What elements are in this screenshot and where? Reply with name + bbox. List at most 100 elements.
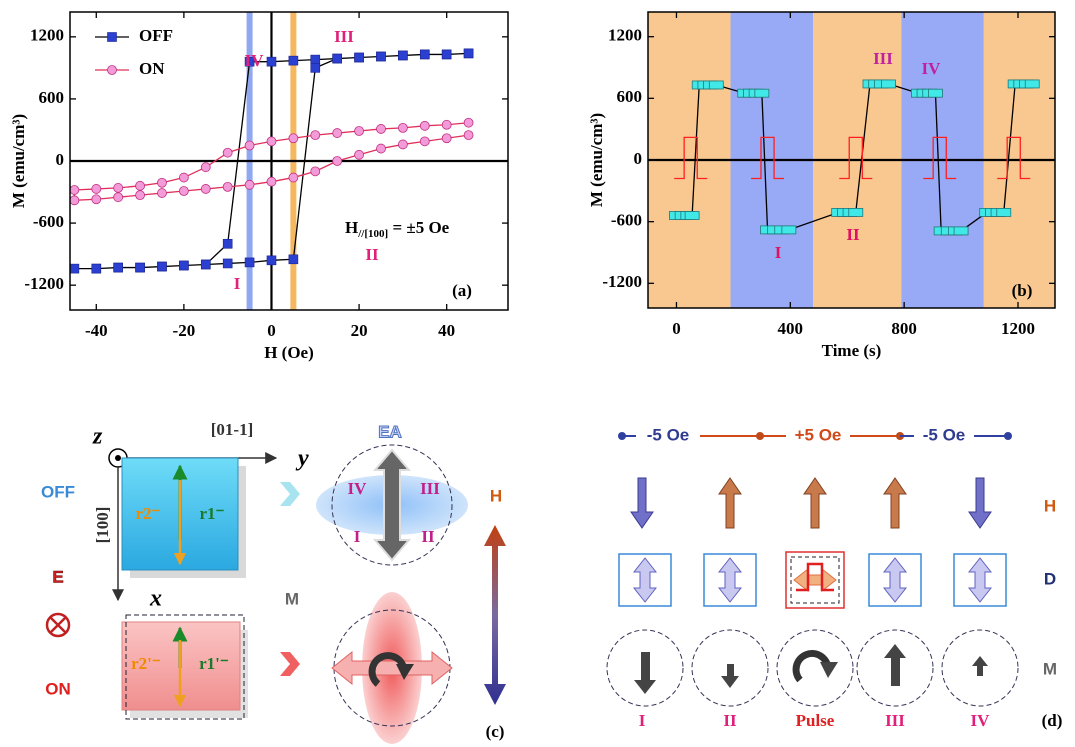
marker [92, 264, 101, 273]
marker [157, 262, 166, 271]
marker [179, 173, 188, 182]
y-tick-label: 600 [39, 88, 65, 107]
marker [114, 183, 123, 192]
marker [333, 129, 342, 138]
panel-d-shape [884, 478, 906, 528]
marker [849, 208, 863, 216]
annotation: III [334, 27, 354, 46]
annotation: II [846, 225, 860, 244]
legend-label: ON [139, 59, 165, 78]
marker [70, 185, 79, 194]
plot-area [70, 12, 508, 310]
quadrant-label: IV [348, 479, 368, 498]
marker [114, 263, 123, 272]
figure: -40-2002040-1200-60006001200H (Oe)M (emu… [0, 0, 1075, 747]
marker [201, 163, 210, 172]
panel-d: -5 Oe +5 Oe -5 Oe H D M I II Pulse III I… [607, 425, 1062, 729]
marker [398, 123, 407, 132]
marker [782, 226, 796, 234]
x-tick-label: 1200 [1001, 319, 1035, 338]
marker [179, 187, 188, 196]
step-label: II [723, 711, 737, 730]
field-step: +5 Oe [795, 425, 842, 444]
marker [201, 184, 210, 193]
marker [114, 193, 123, 202]
y-tick-label: -1200 [602, 272, 642, 291]
strain-label: r1'⁻ [199, 654, 229, 673]
marker [157, 189, 166, 198]
panel-d-shape [719, 558, 741, 602]
quadrant-label: I [354, 527, 361, 546]
marker [928, 89, 942, 97]
panel-d-shape [884, 644, 906, 686]
marker [179, 261, 188, 270]
strain-label: r1⁻ [199, 504, 224, 523]
marker [997, 208, 1011, 216]
marker [223, 148, 232, 157]
marker [376, 144, 385, 153]
axis-label: z [92, 424, 103, 450]
annotation: III [873, 49, 893, 68]
x-tick-label: 800 [891, 319, 917, 338]
panel-d-shape [969, 558, 991, 602]
annotation: IV [245, 51, 265, 70]
direction-label: [01-1] [211, 420, 253, 439]
marker [136, 263, 145, 272]
marker [289, 134, 298, 143]
legend-marker [108, 33, 117, 42]
x-tick-label: 0 [267, 321, 276, 340]
x-tick-label: -40 [85, 321, 108, 340]
marker [398, 51, 407, 60]
marker [442, 50, 451, 59]
marker [954, 227, 968, 235]
marker [223, 259, 232, 268]
legend-label: OFF [139, 26, 173, 45]
row-label: M [1043, 659, 1057, 678]
marker [376, 52, 385, 61]
marker [223, 239, 232, 248]
marker [267, 177, 276, 186]
panel-d-shape [804, 478, 826, 528]
strain-label: r2⁻ [135, 504, 160, 523]
field-symbol: H [345, 218, 358, 237]
marker [1025, 80, 1039, 88]
panel-d-shape [634, 652, 656, 694]
panel-d-shape [820, 662, 838, 678]
panel-d-shape [721, 664, 739, 688]
panel-c-shape [280, 652, 300, 676]
plot-area [648, 12, 1055, 308]
y-axis-label: M (emu/cm³) [587, 113, 606, 207]
annotation: I [234, 274, 241, 293]
field-annotation: H//[100] = ±5 Oe [345, 218, 450, 240]
marker [882, 80, 896, 88]
panel-c-shape [50, 617, 66, 633]
x-tick-label: 0 [672, 319, 681, 338]
marker [70, 264, 79, 273]
panel-label: (a) [452, 281, 472, 300]
panel-c-shape [115, 455, 121, 461]
marker [311, 167, 320, 176]
step-label: IV [971, 711, 991, 730]
panel-d-shape [794, 569, 836, 591]
marker [92, 184, 101, 193]
marker [333, 157, 342, 166]
marker [709, 81, 723, 89]
direction-label: [100] [93, 507, 112, 544]
marker [420, 50, 429, 59]
marker [70, 196, 79, 205]
step-label: I [639, 711, 646, 730]
h-label: H [490, 486, 502, 505]
marker [245, 258, 254, 267]
panel-label: (c) [486, 722, 505, 741]
marker [442, 120, 451, 129]
x-axis-label: H (Oe) [264, 343, 314, 362]
strain-label: r2'⁻ [131, 654, 161, 673]
y-tick-label: -600 [611, 211, 642, 230]
page-body: -40-2002040-1200-60006001200H (Oe)M (emu… [0, 0, 1075, 747]
panel-c-shape [484, 525, 506, 705]
y-tick-label: 1200 [30, 26, 64, 45]
easy-axis-label: EA [378, 422, 402, 441]
field-value: = ±5 Oe [388, 218, 449, 237]
y-axis-label: M (emu/cm³) [9, 114, 28, 208]
quadrant-label: II [421, 527, 435, 546]
